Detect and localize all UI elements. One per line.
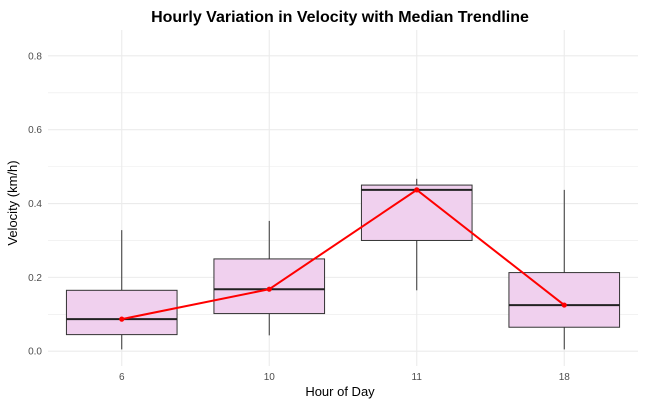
boxplot-10 bbox=[213, 220, 326, 336]
trendline-point bbox=[266, 286, 272, 292]
trendline-point bbox=[119, 316, 125, 322]
chart-title: Hourly Variation in Velocity with Median… bbox=[151, 9, 529, 26]
boxplot-11 bbox=[360, 178, 473, 291]
boxplot-6 bbox=[65, 230, 178, 350]
y-tick-label: 0.8 bbox=[28, 51, 42, 62]
tick-labels: 0.0 0.2 0.4 0.6 0.8 6 10 11 18 bbox=[28, 51, 570, 383]
trendline-point bbox=[414, 187, 420, 193]
box bbox=[360, 184, 473, 241]
x-axis-title: Hour of Day bbox=[305, 384, 375, 399]
y-tick-label: 0.6 bbox=[28, 125, 42, 136]
box bbox=[65, 289, 178, 336]
y-tick-label: 0.0 bbox=[28, 347, 42, 358]
median-trendline bbox=[119, 187, 567, 322]
y-tick-label: 0.2 bbox=[28, 273, 42, 284]
y-axis-title: Velocity (km/h) bbox=[5, 160, 20, 245]
box bbox=[213, 258, 326, 315]
x-tick-label: 6 bbox=[119, 372, 125, 383]
x-tick-label: 10 bbox=[264, 372, 276, 383]
y-tick-label: 0.4 bbox=[28, 199, 42, 210]
x-tick-label: 18 bbox=[559, 372, 571, 383]
box bbox=[508, 272, 621, 328]
boxplots bbox=[65, 178, 621, 350]
trendline-point bbox=[561, 302, 567, 308]
trendline-path bbox=[121, 188, 565, 321]
x-tick-label: 11 bbox=[412, 372, 423, 383]
boxplot-18 bbox=[508, 189, 621, 350]
